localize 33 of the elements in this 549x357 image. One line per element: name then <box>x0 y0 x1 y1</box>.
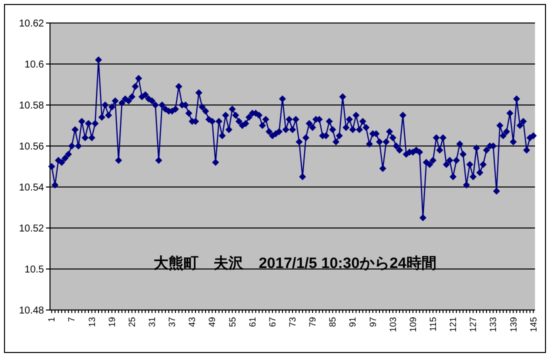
x-tick-label: 115 <box>428 317 438 332</box>
y-tick-label: 10.48 <box>18 306 44 317</box>
x-tick-label: 67 <box>267 317 278 328</box>
x-tick-label: 13 <box>86 317 97 328</box>
y-tick-label: 10.58 <box>18 100 44 112</box>
x-tick-label: 133 <box>488 317 498 332</box>
x-tick-label: 7 <box>66 317 77 322</box>
x-tick-label: 19 <box>106 317 117 328</box>
x-tick-label: 109 <box>408 317 418 332</box>
x-tick-label: 103 <box>388 317 398 332</box>
x-tick-label: 79 <box>308 317 318 328</box>
x-tick-label: 25 <box>126 317 137 328</box>
x-tick-label: 97 <box>368 317 378 328</box>
x-tick-label: 73 <box>288 317 298 328</box>
x-tick-label: 85 <box>328 317 338 328</box>
x-tick-label: 121 <box>448 317 458 332</box>
x-tick-label: 43 <box>187 317 198 328</box>
x-tick-label: 91 <box>348 317 358 328</box>
y-tick-label: 10.52 <box>18 224 44 235</box>
y-tick-label: 10.6 <box>24 60 44 71</box>
y-tick-label: 10.5 <box>24 264 44 276</box>
x-tick-label: 31 <box>147 317 158 328</box>
x-tick-label: 145 <box>528 317 538 332</box>
x-tick-label: 139 <box>508 317 518 332</box>
y-tick-label: 10.54 <box>18 182 44 194</box>
x-tick-label: 55 <box>227 317 238 328</box>
x-tick-label: 127 <box>468 317 478 332</box>
y-tick-label: 10.56 <box>18 142 44 153</box>
x-tick-label: 37 <box>167 317 178 328</box>
x-tick-label: 61 <box>247 317 258 328</box>
x-tick-label: 49 <box>207 317 218 328</box>
y-tick-label: 10.62 <box>18 18 44 30</box>
x-tick-label: 1 <box>46 317 57 322</box>
